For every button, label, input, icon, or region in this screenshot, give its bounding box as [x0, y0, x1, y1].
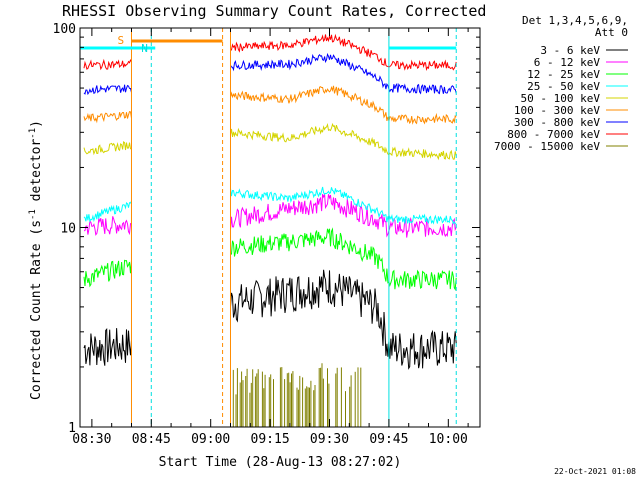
series-line — [83, 110, 132, 124]
series-1 — [83, 194, 457, 238]
x-tick-label: 08:30 — [72, 432, 111, 447]
series-line — [83, 259, 132, 288]
series-line — [83, 58, 132, 71]
plot-frame — [79, 27, 481, 428]
series-5 — [83, 85, 457, 125]
series-8 — [230, 363, 362, 427]
x-tick-label: 08:45 — [132, 432, 171, 447]
series-line — [83, 84, 132, 96]
legend-label: 7000 - 15000 keV — [494, 140, 600, 153]
legend-header-2: Att 0 — [595, 26, 628, 39]
legend-label: 25 - 50 keV — [527, 80, 600, 93]
series-line — [230, 269, 457, 370]
x-tick-label: 09:45 — [369, 432, 408, 447]
series-line — [230, 186, 457, 225]
x-tick-label: 09:15 — [251, 432, 290, 447]
series-line — [83, 216, 132, 236]
legend-label: 800 - 7000 keV — [507, 128, 600, 141]
legend-header-1: Det 1,3,4,5,6,9, — [522, 14, 628, 27]
x-tick-label: 10:00 — [429, 432, 468, 447]
series-line — [230, 52, 457, 95]
y-tick-label: 100 — [53, 22, 76, 37]
annotation-s: S — [117, 34, 124, 47]
chart-title: RHESSI Observing Summary Count Rates, Co… — [62, 2, 486, 20]
axes: 1 10 100 08:30 08:45 09:00 09:15 09:30 09:45 10:0… — [53, 22, 481, 447]
x-tick-label: 09:30 — [310, 432, 349, 447]
x-axis-label: Start Time (28-Aug-13 08:27:02) — [159, 455, 402, 470]
series-6 — [83, 52, 457, 96]
legend-label: 100 - 300 keV — [514, 104, 600, 117]
legend-label: 3 - 6 keV — [540, 44, 600, 57]
legend-label: 50 - 100 keV — [521, 92, 601, 105]
series-line — [230, 122, 457, 161]
svg-text:Corrected Count Rate (s-1 dete: Corrected Count Rate (s-1 detector-1) — [28, 120, 44, 400]
annotation-n: N — [141, 42, 148, 55]
legend-label: 6 - 12 keV — [534, 56, 601, 69]
series-line — [230, 33, 457, 71]
x-tick-label: 09:00 — [191, 432, 230, 447]
y-axis-label: Corrected Count Rate (s-1 detector-1) — [28, 120, 44, 400]
y-tick-label: 1 — [68, 421, 76, 436]
y-tick-label: 10 — [60, 222, 76, 237]
series-line — [83, 200, 132, 223]
series-line — [83, 328, 132, 366]
series-line — [230, 194, 457, 238]
plot-area: SN — [80, 28, 457, 427]
series-line — [83, 140, 132, 156]
legend-label: 300 - 800 keV — [514, 116, 600, 129]
series-0 — [83, 269, 457, 370]
footer-timestamp: 22-Oct-2021 01:08 — [554, 467, 636, 476]
series-7 — [83, 33, 457, 71]
series-4 — [83, 122, 457, 161]
series-line — [230, 85, 457, 125]
legend-label: 12 - 25 keV — [527, 68, 600, 81]
series-line — [230, 227, 457, 291]
series-3 — [83, 186, 457, 225]
series-2 — [83, 227, 457, 291]
